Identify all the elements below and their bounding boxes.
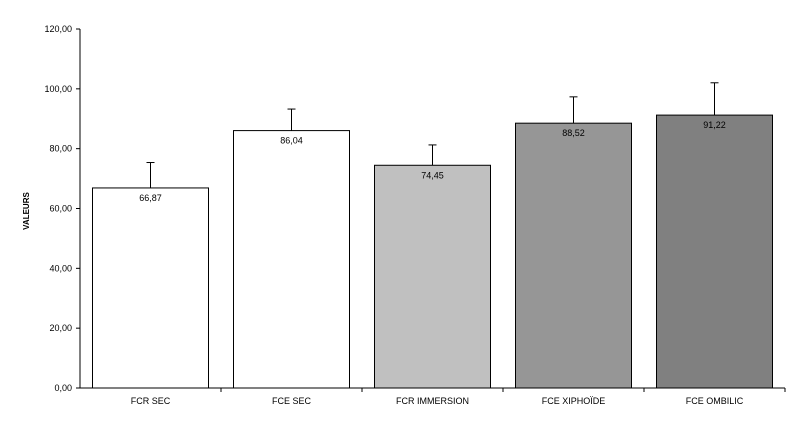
x-tick-label: FCR SEC bbox=[131, 396, 171, 406]
y-tick-label: 60,00 bbox=[49, 204, 72, 214]
y-tick-label: 100,00 bbox=[44, 84, 72, 94]
data-label: 91,22 bbox=[703, 120, 726, 130]
x-tick-label: FCE OMBILIC bbox=[686, 396, 744, 406]
data-label: 66,87 bbox=[139, 193, 162, 203]
x-tick-label: FCE XIPHOÏDE bbox=[542, 396, 606, 406]
y-tick-label: 80,00 bbox=[49, 144, 72, 154]
y-axis: 0,00 20,00 40,00 60,00 80,00 100,00 120,00 bbox=[44, 24, 80, 393]
y-tick-label: 20,00 bbox=[49, 323, 72, 333]
y-axis-label: VALEURS bbox=[22, 192, 31, 230]
bar bbox=[656, 114, 773, 389]
bar bbox=[92, 187, 209, 389]
x-axis: FCR SEC FCE SEC FCR IMMERSION FCE XIPHOÏDE F… bbox=[131, 388, 786, 406]
data-label: 88,52 bbox=[562, 128, 585, 138]
bar bbox=[374, 164, 491, 389]
bar bbox=[233, 130, 350, 389]
data-label: 74,45 bbox=[421, 170, 444, 180]
data-label: 86,04 bbox=[280, 136, 303, 146]
y-tick-label: 120,00 bbox=[44, 24, 72, 34]
bar bbox=[515, 122, 632, 389]
bars-group: 66,87 86,04 74,45 88,52 91,22 bbox=[92, 82, 773, 389]
y-tick-label: 0,00 bbox=[54, 383, 72, 393]
x-tick-label: FCR IMMERSION bbox=[396, 396, 469, 406]
x-tick-label: FCE SEC bbox=[272, 396, 312, 406]
y-tick-label: 40,00 bbox=[49, 263, 72, 273]
